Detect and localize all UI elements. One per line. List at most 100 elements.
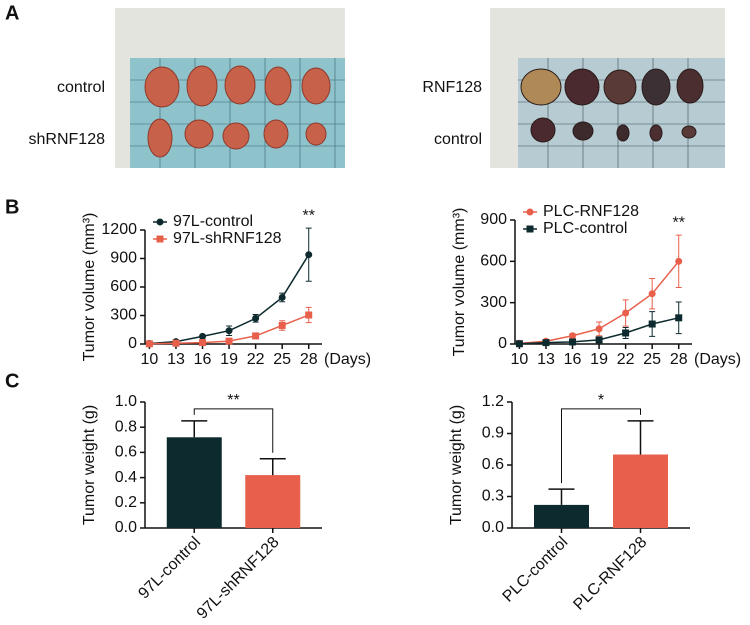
legend-label: PLC-RNF128 bbox=[543, 203, 639, 220]
x-tick-label: 16 bbox=[564, 351, 582, 368]
point bbox=[172, 339, 180, 347]
point bbox=[542, 339, 550, 347]
significance-bracket bbox=[561, 408, 641, 484]
point bbox=[252, 332, 260, 340]
legend-marker bbox=[156, 218, 164, 226]
row-label: control bbox=[434, 131, 482, 148]
row-label: control bbox=[57, 79, 105, 96]
legend-label: PLC-control bbox=[543, 220, 627, 237]
point bbox=[225, 337, 233, 345]
y-tick-label: 0.0 bbox=[482, 519, 504, 536]
x-tick-label: 28 bbox=[300, 351, 318, 368]
y-tick-label: 600 bbox=[110, 278, 137, 295]
y-axis-label: Tumor weight (g) bbox=[448, 405, 465, 525]
point bbox=[569, 332, 577, 340]
y-tick-label: 900 bbox=[110, 250, 137, 267]
annotation: ** bbox=[672, 214, 684, 231]
y-axis-label: Tumor weight (g) bbox=[81, 405, 98, 525]
y-tick-label: 0.6 bbox=[115, 444, 137, 461]
point bbox=[648, 320, 656, 328]
point bbox=[675, 314, 683, 322]
point bbox=[145, 340, 153, 348]
bar bbox=[534, 504, 589, 528]
point bbox=[622, 329, 630, 337]
bar bbox=[166, 437, 222, 528]
legend-marker bbox=[526, 208, 534, 216]
point bbox=[515, 340, 523, 348]
bar bbox=[613, 454, 668, 528]
point bbox=[305, 311, 313, 319]
y-tick-label: 0 bbox=[128, 335, 137, 352]
point bbox=[595, 325, 603, 333]
y-tick-label: 0.3 bbox=[482, 488, 504, 505]
point bbox=[252, 314, 260, 322]
point bbox=[225, 327, 233, 335]
x-tick-label: 10 bbox=[141, 351, 159, 368]
error-bar bbox=[627, 420, 654, 455]
y-tick-label: 0 bbox=[498, 335, 507, 352]
point bbox=[648, 290, 656, 298]
x-tick-label: 97L-shRNF128 bbox=[194, 534, 283, 623]
y-tick-label: 0.2 bbox=[115, 494, 137, 511]
point bbox=[675, 257, 683, 265]
x-tick-label: 22 bbox=[247, 351, 265, 368]
photo bbox=[115, 8, 345, 168]
point bbox=[278, 293, 286, 301]
x-tick-label: 16 bbox=[194, 351, 212, 368]
error-bar bbox=[259, 457, 286, 476]
y-tick-label: 0.0 bbox=[115, 519, 137, 536]
legend-marker bbox=[156, 235, 164, 243]
x-tick-label: 28 bbox=[670, 351, 688, 368]
y-tick-label: 600 bbox=[480, 253, 507, 270]
x-tick-label: 22 bbox=[617, 351, 635, 368]
x-tick-label: 19 bbox=[590, 351, 608, 368]
error-bar bbox=[181, 420, 208, 438]
y-tick-label: 1200 bbox=[101, 221, 137, 238]
error-bar bbox=[548, 488, 575, 505]
x-tick-label: 97L-control bbox=[135, 534, 204, 603]
x-tick-label: PLC-control bbox=[500, 534, 572, 606]
y-tick-label: 1.2 bbox=[482, 393, 504, 410]
row-label: RNF128 bbox=[422, 79, 482, 96]
point bbox=[569, 338, 577, 346]
y-tick-label: 300 bbox=[110, 307, 137, 324]
x-tick-label: 13 bbox=[167, 351, 185, 368]
row-label: shRNF128 bbox=[29, 131, 106, 148]
panel-label: A bbox=[5, 2, 19, 24]
point bbox=[595, 336, 603, 344]
panel-label: B bbox=[5, 196, 19, 218]
point bbox=[199, 332, 207, 340]
x-tick-label: PLC-RNF128 bbox=[570, 534, 650, 614]
bar bbox=[245, 475, 301, 528]
point bbox=[622, 309, 630, 317]
y-axis-label: Tumor volume (mm³) bbox=[81, 213, 98, 362]
x-tick-label: 19 bbox=[220, 351, 238, 368]
x-axis-label: (Days) bbox=[324, 351, 371, 368]
annotation: ** bbox=[302, 207, 314, 224]
x-tick-label: 13 bbox=[537, 351, 555, 368]
photo bbox=[490, 8, 725, 168]
y-tick-label: 0.8 bbox=[115, 418, 137, 435]
significance-bracket bbox=[193, 408, 274, 453]
y-tick-label: 900 bbox=[480, 211, 507, 228]
y-tick-label: 0.9 bbox=[482, 425, 504, 442]
x-tick-label: 25 bbox=[273, 351, 291, 368]
y-tick-label: 0.4 bbox=[115, 469, 137, 486]
x-tick-label: 25 bbox=[643, 351, 661, 368]
point bbox=[199, 339, 207, 347]
legend-label: 97L-shRNF128 bbox=[173, 230, 282, 247]
y-tick-label: 1.0 bbox=[115, 393, 137, 410]
y-tick-label: 0.6 bbox=[482, 456, 504, 473]
x-axis-label: (Days) bbox=[694, 351, 741, 368]
legend-marker bbox=[526, 225, 534, 233]
y-tick-label: 300 bbox=[480, 294, 507, 311]
point bbox=[305, 251, 313, 259]
x-tick-label: 10 bbox=[511, 351, 529, 368]
annotation: * bbox=[598, 392, 604, 409]
legend-label: 97L-control bbox=[173, 213, 253, 230]
annotation: ** bbox=[227, 392, 239, 409]
panel-label: C bbox=[5, 370, 19, 392]
point bbox=[278, 321, 286, 329]
y-axis-label: Tumor volume (mm³) bbox=[451, 208, 468, 357]
